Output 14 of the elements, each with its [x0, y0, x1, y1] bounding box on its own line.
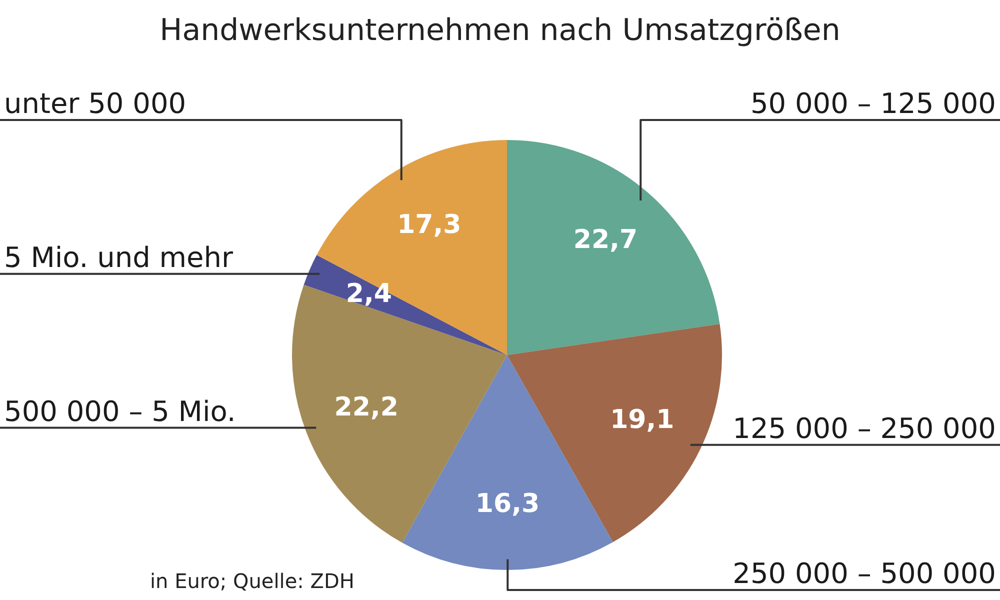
slice-label: 500 000 – 5 Mio.: [4, 394, 236, 428]
slice-label: 125 000 – 250 000: [732, 412, 996, 445]
slice-label: 5 Mio. und mehr: [4, 240, 234, 274]
data-label: 2,4: [346, 278, 392, 309]
text: in Euro; Quelle: ZDH: [150, 569, 354, 593]
data-label: 22,7: [573, 224, 638, 255]
slice-label: 50 000 – 125 000: [750, 87, 996, 120]
data-label: 17,3: [397, 210, 462, 240]
data-label: 22,2: [334, 392, 398, 422]
slice-label: unter 50 000: [4, 87, 186, 120]
slice-label: 250 000 – 500 000: [732, 557, 996, 590]
data-label: 19,1: [610, 404, 674, 435]
data-label: 16,3: [475, 489, 540, 520]
chart-title: Handwerksunternehmen nach Umsatzgrößen: [160, 13, 840, 48]
